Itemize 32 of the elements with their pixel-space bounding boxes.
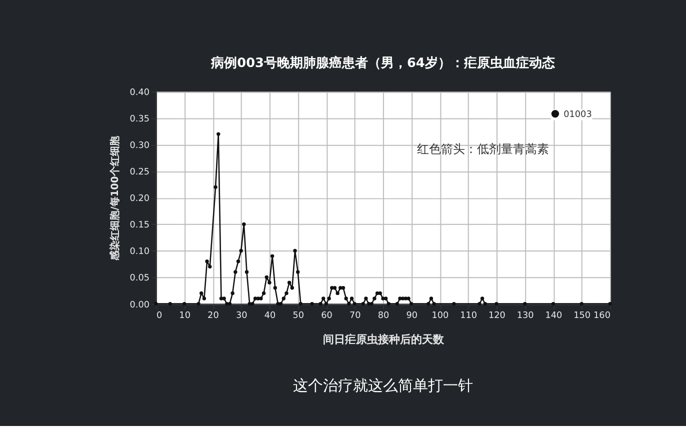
- x-tick-label: 140: [545, 311, 563, 322]
- chart-title: 病例003号晚期肺腺癌患者（男，64岁）：疟原虫血症动态: [210, 54, 556, 71]
- x-tick-label: 150: [574, 311, 591, 322]
- x-tick-label: 50: [292, 311, 304, 322]
- x-tick-label: 10: [179, 311, 191, 322]
- x-tick-label: 110: [460, 311, 478, 322]
- x-tick-label: 130: [516, 311, 534, 322]
- y-axis-title: 感染红细胞/每100个红细胞: [108, 135, 121, 262]
- x-tick-label: 90: [406, 311, 418, 322]
- y-tick-label: 0.20: [130, 194, 150, 204]
- annotation: 红色箭头：低剂量青蒿素: [416, 142, 549, 156]
- x-tick-label: 40: [264, 311, 276, 322]
- x-tick-label: 80: [378, 311, 390, 322]
- y-tick-label: 0.00: [130, 300, 150, 310]
- x-tick-label: 100: [432, 311, 450, 322]
- x-tick-label: 120: [488, 311, 506, 322]
- y-tick-label: 0.15: [130, 220, 150, 231]
- y-tick-label: 0.10: [130, 247, 150, 258]
- text: 这个治疗就这么简单打一针: [292, 378, 473, 395]
- x-tick-label: 70: [349, 311, 362, 322]
- x-axis-title: 间日疟原虫接种后的天数: [322, 332, 445, 346]
- x-tick-label: 0: [156, 311, 162, 322]
- x-tick-label: 30: [236, 311, 248, 322]
- y-tick-label: 0.30: [130, 141, 150, 152]
- y-tick-label: 0.35: [130, 114, 150, 125]
- y-tick-label: 0.40: [130, 88, 150, 98]
- x-tick-label: 60: [321, 311, 333, 322]
- legend-label: 01003: [564, 110, 592, 120]
- x-tick-label: 20: [208, 311, 220, 322]
- x-tick-label: 160: [594, 311, 611, 322]
- y-tick-label: 0.05: [130, 274, 150, 284]
- y-tick-label: 0.25: [130, 168, 150, 178]
